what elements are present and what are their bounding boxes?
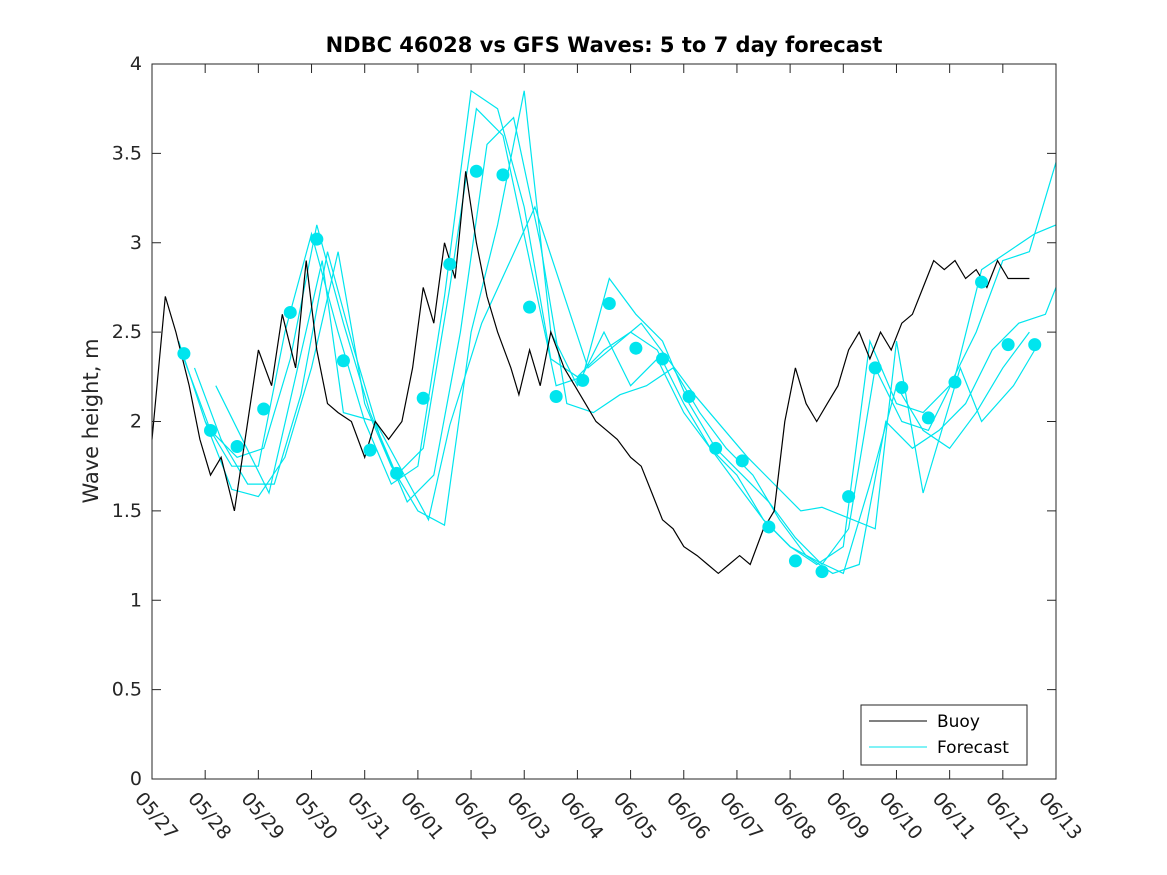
forecast-point — [602, 297, 616, 311]
forecast-point — [709, 441, 723, 455]
forecast-point — [682, 389, 696, 403]
y-tick-label: 1.5 — [112, 500, 142, 522]
forecast-point — [762, 520, 776, 534]
forecast-point — [203, 423, 217, 437]
forecast-point — [842, 490, 856, 504]
y-axis-label: Wave height, m — [79, 338, 103, 503]
forecast-point — [629, 341, 643, 355]
chart-title: NDBC 46028 vs GFS Waves: 5 to 7 day fore… — [326, 33, 883, 57]
forecast-point — [975, 275, 989, 289]
y-tick-label: 0 — [130, 768, 142, 790]
legend-forecast-label: Forecast — [937, 738, 1009, 758]
forecast-point — [443, 257, 457, 271]
legend-box — [860, 704, 1028, 766]
forecast-point — [469, 164, 483, 178]
forecast-point — [549, 389, 563, 403]
y-axis: 0 0.5 1 1.5 2 2.5 3 3.5 4 — [112, 53, 1056, 790]
forecast-point — [523, 300, 537, 314]
forecast-point — [336, 354, 350, 368]
forecast-point — [1028, 338, 1042, 352]
forecast-point — [576, 373, 590, 387]
buoy-line — [151, 171, 1030, 575]
forecast-line — [193, 116, 1057, 575]
forecast-point — [815, 565, 829, 579]
y-tick-label: 1 — [130, 589, 142, 611]
forecast-point — [921, 411, 935, 425]
y-tick-label: 3 — [130, 232, 142, 254]
forecast-point — [177, 347, 191, 361]
forecast-point — [416, 391, 430, 405]
y-tick-label: 3.5 — [112, 142, 142, 164]
forecast-point — [390, 466, 404, 480]
forecast-line — [204, 90, 1030, 575]
y-tick-label: 4 — [130, 53, 142, 75]
forecast-point — [230, 440, 244, 454]
forecast-line — [183, 107, 1057, 566]
forecast-point — [735, 454, 749, 468]
y-tick-label: 2 — [130, 411, 142, 433]
forecast-point — [788, 554, 802, 568]
forecast-point — [655, 352, 669, 366]
forecast-point — [1001, 338, 1015, 352]
forecast-point — [496, 168, 510, 182]
legend: Buoy Forecast — [860, 704, 1028, 766]
forecast-point — [868, 361, 882, 375]
forecast-point — [283, 305, 297, 319]
forecast-point — [310, 232, 324, 246]
forecast-point — [948, 375, 962, 389]
forecast-point — [895, 381, 909, 395]
y-tick-label: 0.5 — [112, 679, 142, 701]
forecast-point — [257, 402, 271, 416]
plot-area — [151, 89, 1057, 579]
y-tick-label: 2.5 — [112, 321, 142, 343]
forecast-point — [363, 443, 377, 457]
legend-buoy-label: Buoy — [937, 712, 980, 732]
